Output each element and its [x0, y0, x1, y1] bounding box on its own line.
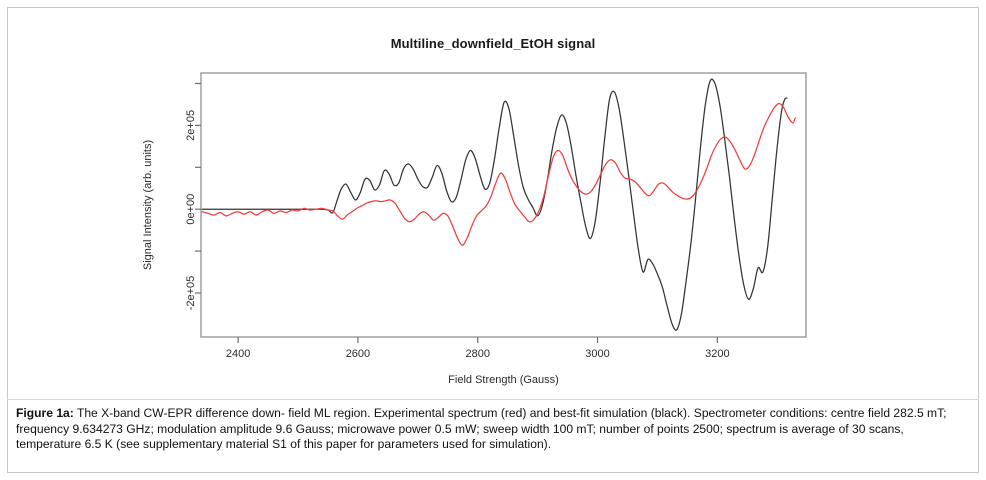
- figure-border: [7, 7, 979, 473]
- plot-area: Multiline_downfield_EtOH signal 2400 2600…: [142, 36, 807, 386]
- y-tick-label: -2e+05: [185, 276, 197, 311]
- caption-label: Figure 1a:: [16, 406, 74, 420]
- x-tick-label: 2800: [466, 348, 490, 360]
- trace-experiment: [201, 102, 796, 246]
- trace-simulation: [201, 78, 788, 331]
- x-tick-label: 2600: [346, 348, 370, 360]
- plot-frame: [200, 72, 807, 338]
- chart-title: Multiline_downfield_EtOH signal: [390, 36, 596, 51]
- caption-divider: [7, 399, 979, 400]
- x-tick-label: 2400: [226, 348, 250, 360]
- x-tick-label: 3000: [585, 348, 609, 360]
- x-axis-title: Field Strength (Gauss): [448, 374, 559, 386]
- figure-caption: Figure 1a: The X-band CW-EPR difference …: [16, 406, 968, 453]
- x-tick-label: 3200: [705, 348, 729, 360]
- y-tick-label: 2e+05: [185, 110, 197, 141]
- y-axis-title: Signal Intensity (arb. units): [142, 140, 154, 270]
- y-tick-label: 0e+00: [185, 194, 197, 225]
- caption-text: The X-band CW-EPR difference down- field…: [16, 406, 947, 452]
- epr-spectrum-chart: 2400 2600 2800 3000 3200 2e+05 0e+00 -2e+05 Fiel…: [142, 72, 807, 386]
